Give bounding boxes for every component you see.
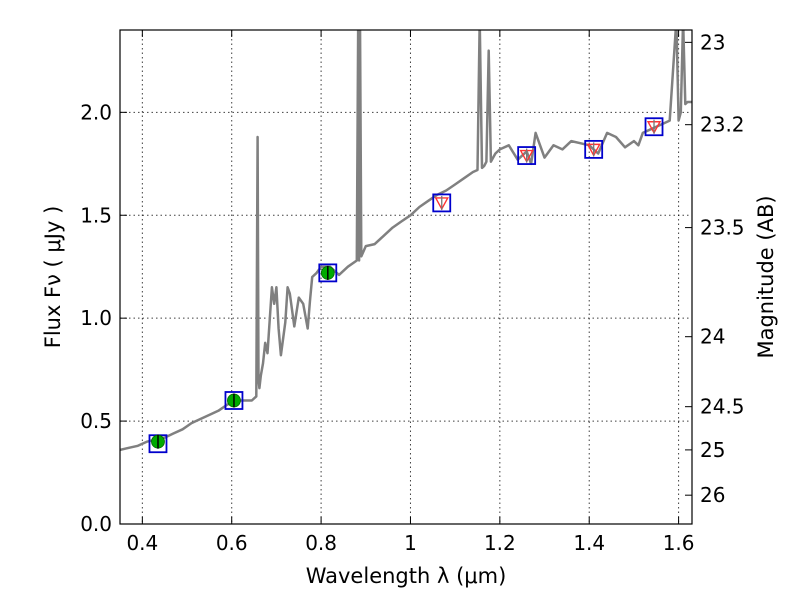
right-tick-label: 25 bbox=[700, 438, 725, 462]
photometry-square-marker bbox=[584, 139, 604, 159]
photometry-square-marker bbox=[517, 146, 537, 165]
axis-ticks: 0.4 0.6 0.8 1 1.2 1.4 1.6 0.0 0.5 1.0 1.5 2.0 23 23.2… bbox=[80, 30, 745, 555]
grid-lines bbox=[120, 30, 692, 525]
photometry-square-marker bbox=[644, 117, 664, 137]
photometry-square-marker bbox=[318, 263, 338, 283]
x-tick-label: 1.2 bbox=[484, 531, 516, 555]
right-tick-label: 23.5 bbox=[700, 216, 745, 240]
x-tick-label: 0.6 bbox=[216, 531, 248, 555]
x-tick-label: 0.8 bbox=[305, 531, 337, 555]
plot-area bbox=[120, 30, 692, 454]
x-axis-title: Wavelength λ (μm) bbox=[306, 564, 507, 588]
x-tick-label: 1.4 bbox=[573, 531, 605, 555]
photometry-square-marker bbox=[432, 193, 452, 213]
y-tick-label: 1.5 bbox=[80, 203, 112, 227]
right-tick-label: 24.5 bbox=[700, 395, 745, 419]
y-tick-label: 1.0 bbox=[80, 306, 112, 330]
right-tick-label: 26 bbox=[700, 483, 725, 507]
right-tick-label: 24 bbox=[700, 325, 725, 349]
y-tick-label: 0.5 bbox=[80, 409, 112, 433]
right-tick-label: 23 bbox=[700, 30, 725, 54]
plot-frame bbox=[119, 29, 693, 525]
x-tick-label: 0.4 bbox=[126, 531, 158, 555]
y-axis-title-right: Magnitude (AB) bbox=[754, 195, 778, 358]
y-tick-label: 0.0 bbox=[80, 512, 112, 536]
right-tick-label: 23.2 bbox=[700, 113, 745, 137]
y-axis-title-left: Flux Fν ( μJy ) bbox=[41, 206, 65, 349]
x-tick-label: 1.6 bbox=[663, 531, 695, 555]
x-tick-label: 1 bbox=[404, 531, 417, 555]
y-tick-label: 2.0 bbox=[80, 100, 112, 124]
spectrum-line bbox=[120, 30, 692, 452]
photometry-square-marker bbox=[224, 391, 244, 410]
